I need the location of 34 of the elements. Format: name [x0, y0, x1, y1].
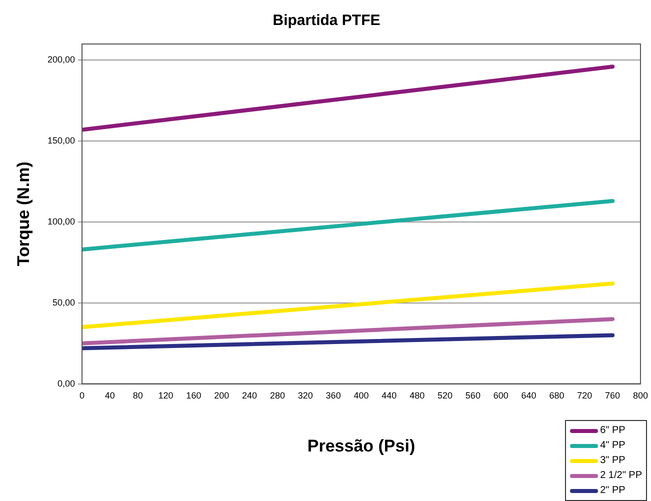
legend-label: 3" PP — [600, 455, 626, 466]
x-tick-label: 800 — [632, 390, 648, 401]
x-tick-label: 40 — [104, 390, 115, 401]
x-tick-label: 200 — [214, 390, 230, 401]
y-tick-label: 0,00 — [57, 378, 75, 388]
x-tick-label: 440 — [382, 390, 397, 401]
x-tick-label: 360 — [326, 390, 341, 401]
y-tick-label: 50,00 — [52, 297, 75, 308]
x-tick-label: 0 — [79, 390, 85, 401]
x-tick-label: 120 — [158, 390, 174, 401]
x-tick-label: 240 — [242, 390, 258, 401]
x-tick-label: 520 — [438, 390, 453, 401]
legend-label: 6" PP — [600, 425, 626, 436]
legend-label: 4" PP — [600, 440, 626, 451]
x-tick-label: 480 — [410, 390, 425, 401]
chart-title: Bipartida PTFE — [272, 12, 380, 30]
y-tick-label: 150,00 — [47, 136, 75, 146]
legend-label: 2" PP — [600, 485, 626, 496]
x-tick-label: 600 — [493, 390, 508, 401]
y-axis-title: Torque (N.m) — [14, 162, 33, 266]
x-tick-label: 680 — [549, 390, 564, 401]
x-tick-label: 760 — [605, 390, 620, 401]
x-tick-label: 560 — [465, 390, 480, 401]
x-tick-label: 160 — [186, 390, 202, 401]
x-tick-label: 80 — [132, 390, 143, 401]
y-tick-label: 100,00 — [47, 216, 75, 226]
y-tick-label: 200,00 — [47, 54, 75, 65]
legend-label: 2 1/2" PP — [600, 470, 642, 481]
x-tick-label: 280 — [270, 390, 285, 401]
x-tick-label: 640 — [521, 390, 536, 401]
x-axis-title: Pressão (Psi) — [307, 436, 416, 456]
x-tick-label: 320 — [298, 390, 313, 401]
x-tick-label: 720 — [577, 390, 592, 401]
x-tick-label: 400 — [354, 390, 369, 401]
